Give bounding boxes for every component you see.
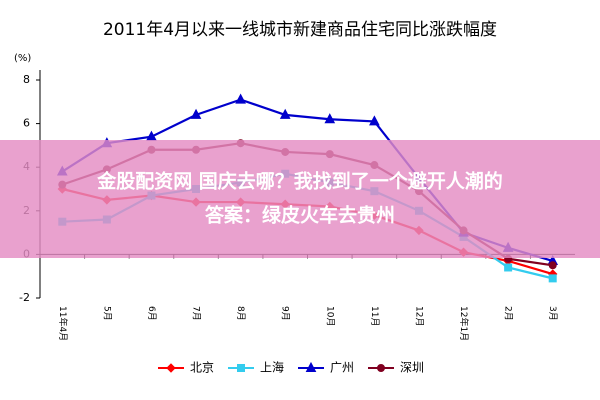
x-tick-label: 5月 — [101, 306, 112, 321]
x-tick-label: 12月 — [413, 306, 424, 326]
marker — [369, 115, 380, 126]
x-tick-label: 3月 — [547, 306, 558, 321]
marker — [166, 363, 176, 373]
x-tick-label: 9月 — [280, 306, 291, 321]
x-tick-label: 11年4月 — [57, 306, 69, 341]
legend-label: 上海 — [260, 360, 284, 375]
x-tick-label: 6月 — [146, 306, 157, 321]
banner-line: 答案：绿皮火车去贵州 — [205, 204, 395, 227]
x-tick-label: 2月 — [503, 306, 514, 321]
chart-title: 2011年4月以来一线城市新建商品住宅同比涨跌幅度 — [103, 20, 497, 40]
x-tick-label: 10月 — [324, 306, 335, 326]
legend-label: 北京 — [190, 361, 214, 375]
marker — [548, 261, 557, 270]
banner-line: 金股配资网 国庆去哪？我找到了一个避开人潮的 — [96, 170, 503, 193]
marker — [548, 274, 557, 283]
x-tick-label: 7月 — [191, 306, 202, 321]
y-tick-label: 8 — [23, 73, 30, 86]
legend-label: 广州 — [330, 361, 354, 375]
marker — [504, 263, 513, 272]
legend-label: 深圳 — [400, 361, 424, 375]
y-axis-label: (%) — [14, 53, 31, 64]
banner — [0, 140, 600, 258]
x-tick-label: 11月 — [369, 306, 380, 326]
marker — [279, 108, 291, 119]
x-tick-label: 8月 — [235, 306, 246, 321]
marker — [324, 113, 336, 124]
marker — [235, 93, 246, 104]
x-tick-label: 12年1月 — [458, 306, 470, 341]
marker — [305, 361, 317, 372]
marker — [190, 108, 202, 119]
y-tick-label: 6 — [23, 117, 30, 130]
marker — [377, 364, 385, 372]
marker — [237, 364, 245, 372]
y-tick-label: -2 — [19, 291, 30, 304]
